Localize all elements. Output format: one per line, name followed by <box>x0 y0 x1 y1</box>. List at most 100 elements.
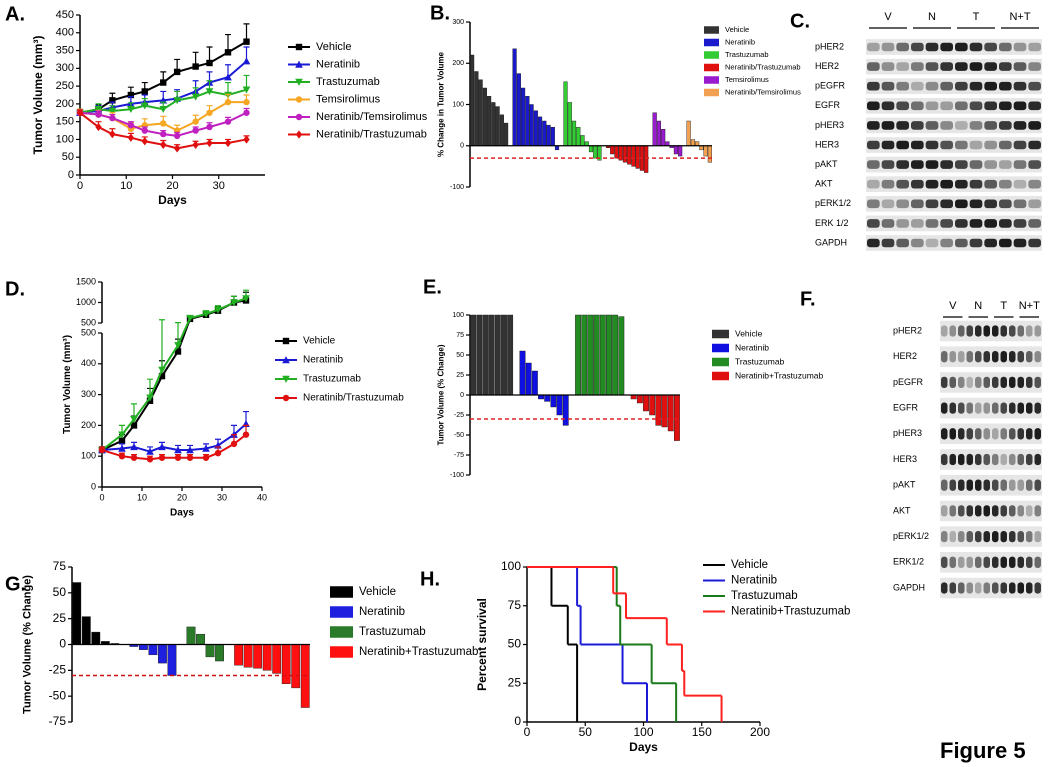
protein-label: AKT <box>815 179 833 189</box>
bar <box>504 122 509 146</box>
blot-band <box>1013 199 1027 209</box>
legend-swatch <box>704 38 719 47</box>
blot-band <box>925 219 939 228</box>
marker <box>130 422 138 429</box>
blot-band <box>1013 101 1027 111</box>
marker <box>94 106 103 114</box>
y-tick-label: -100 <box>450 472 464 479</box>
bar <box>606 314 612 396</box>
blot-band <box>1000 530 1007 543</box>
bar <box>550 394 557 408</box>
marker <box>174 454 182 461</box>
marker <box>146 447 154 455</box>
marker <box>242 295 250 303</box>
marker <box>192 127 199 134</box>
blot-band <box>1013 121 1027 130</box>
blot-band <box>881 160 895 169</box>
blot-band <box>1009 582 1016 594</box>
blot-band <box>1009 530 1016 543</box>
blot-band <box>941 556 948 568</box>
legend-label: Neratinib <box>725 37 755 46</box>
blot-band <box>975 428 982 440</box>
bar <box>281 644 291 684</box>
blot-band <box>958 530 965 543</box>
blot-strip <box>866 137 1042 153</box>
blot-band <box>958 505 965 517</box>
bar <box>158 644 167 664</box>
blot-band <box>1034 505 1041 517</box>
bar <box>652 112 657 146</box>
bar <box>686 120 691 146</box>
blot-band <box>992 376 999 389</box>
bar <box>571 120 577 146</box>
blot-strip <box>866 176 1042 193</box>
legend-label: Neratinib/Trastuzumab <box>316 128 427 140</box>
blot-band <box>925 62 939 71</box>
marker <box>158 372 166 380</box>
blot-band <box>881 179 895 189</box>
blot-band <box>969 42 983 52</box>
y-tick-label: 500 <box>81 327 96 337</box>
y-tick-label: -75 <box>454 452 464 459</box>
bar <box>665 141 670 146</box>
blot-band <box>975 325 982 337</box>
y-tick-label: -50 <box>49 688 67 702</box>
bar <box>562 394 569 426</box>
marker <box>243 109 250 116</box>
lane-label: V <box>949 300 957 312</box>
y-tick-label: 100 <box>452 312 464 319</box>
figure-label: Figure 5 <box>940 738 1026 763</box>
bar <box>575 314 582 396</box>
blot-band <box>940 101 953 111</box>
blot-band <box>999 81 1012 91</box>
blot-band <box>896 121 909 130</box>
bar <box>215 644 224 662</box>
legend-swatch <box>704 51 719 59</box>
blot-band <box>975 453 982 466</box>
y-tick-label: 200 <box>452 60 464 67</box>
y-tick-label: 50 <box>62 151 74 163</box>
legend-swatch <box>712 357 729 367</box>
blot-band <box>1013 238 1027 248</box>
blot-band <box>958 479 965 491</box>
bar <box>644 145 649 173</box>
y-tick-label: 1000 <box>76 297 96 307</box>
x-axis-label: Days <box>629 740 658 754</box>
blot-band <box>881 219 895 228</box>
bar <box>567 102 572 146</box>
y-tick-label: 50 <box>53 585 67 599</box>
bar <box>656 120 661 146</box>
lane-label: N <box>928 11 936 23</box>
panel-label: A. <box>5 3 25 25</box>
blot-band <box>975 582 982 594</box>
blot-band <box>1009 505 1016 517</box>
blot-band <box>925 140 939 150</box>
blot-band <box>1026 428 1033 440</box>
legend-swatch <box>712 371 729 381</box>
blot-band <box>1026 530 1033 543</box>
blot-band <box>911 219 924 228</box>
y-tick-label: 0 <box>460 392 464 399</box>
blot-band <box>958 428 965 440</box>
blot-band <box>896 179 909 189</box>
y-axis-label: Percent survival <box>475 598 489 691</box>
blot-strip <box>940 423 1042 445</box>
marker <box>186 314 194 322</box>
blot-band <box>940 160 953 169</box>
blot-band <box>940 179 953 189</box>
y-tick-label: 450 <box>56 9 74 21</box>
blot-band <box>1013 42 1027 52</box>
blot-band <box>940 81 953 91</box>
blot-band <box>969 219 983 228</box>
marker <box>224 118 232 125</box>
x-tick-label: 40 <box>257 492 267 502</box>
marker <box>127 133 135 142</box>
bar <box>482 314 489 396</box>
blot-band <box>1028 62 1041 71</box>
legend-label: Trastuzumab <box>725 50 769 59</box>
bar <box>516 73 521 146</box>
blot-band <box>867 101 880 111</box>
panel-label: B. <box>430 2 450 24</box>
marker <box>224 138 232 148</box>
protein-label: pHER2 <box>893 325 922 335</box>
